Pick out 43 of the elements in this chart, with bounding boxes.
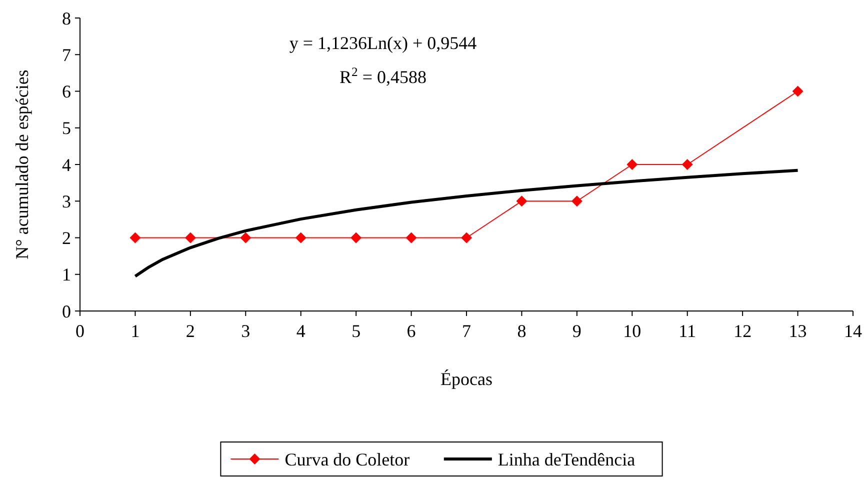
y-axis-title: N° acumulado de espécies <box>12 70 32 260</box>
point <box>682 159 693 170</box>
annotation: R$^{2}$ = 0,4588 <box>340 65 426 87</box>
annotation: y = 1,1236Ln(x) + 0,9544 <box>289 33 477 53</box>
point <box>295 232 306 244</box>
point <box>461 232 472 244</box>
point <box>184 232 196 244</box>
x-tick-label: 2 <box>186 321 195 341</box>
x-tick-label: 8 <box>517 321 526 341</box>
y-tick-label: 2 <box>62 228 71 248</box>
point <box>130 232 141 244</box>
x-tick-label: 9 <box>572 321 582 341</box>
x-tick-label: 5 <box>352 321 361 341</box>
point <box>406 232 417 244</box>
x-tick-label: 11 <box>678 321 696 341</box>
y-tick-label: 3 <box>62 191 71 212</box>
y-tick-label: 8 <box>62 8 71 28</box>
point <box>350 232 362 244</box>
x-tick-label: 6 <box>406 321 416 341</box>
x-axis-title: Épocas <box>440 369 492 389</box>
x-tick-label: 14 <box>844 321 862 341</box>
x-tick-label: 12 <box>734 321 752 341</box>
point <box>626 159 638 170</box>
x-tick-label: 4 <box>296 321 306 341</box>
x-tick-label: 3 <box>241 321 250 341</box>
legend-label: Curva do Coletor <box>284 449 410 470</box>
point <box>792 86 804 97</box>
y-tick-label: 1 <box>62 264 71 285</box>
x-tick-label: 10 <box>623 321 642 341</box>
y-tick-label: 4 <box>62 154 71 175</box>
x-tick-label: 1 <box>130 321 140 341</box>
y-tick-label: 0 <box>62 301 71 322</box>
y-tick-label: 6 <box>62 82 71 102</box>
y-tick-label: 5 <box>62 118 71 138</box>
line-series <box>134 168 800 278</box>
point <box>571 196 582 207</box>
x-tick-label: 7 <box>462 321 471 341</box>
x-tick-label: 0 <box>76 321 84 341</box>
y-tick-label: 7 <box>62 44 71 65</box>
legend-label: Linha deTendência <box>498 449 636 470</box>
point <box>516 196 528 207</box>
x-tick-label: 13 <box>788 321 807 341</box>
point <box>240 232 252 244</box>
